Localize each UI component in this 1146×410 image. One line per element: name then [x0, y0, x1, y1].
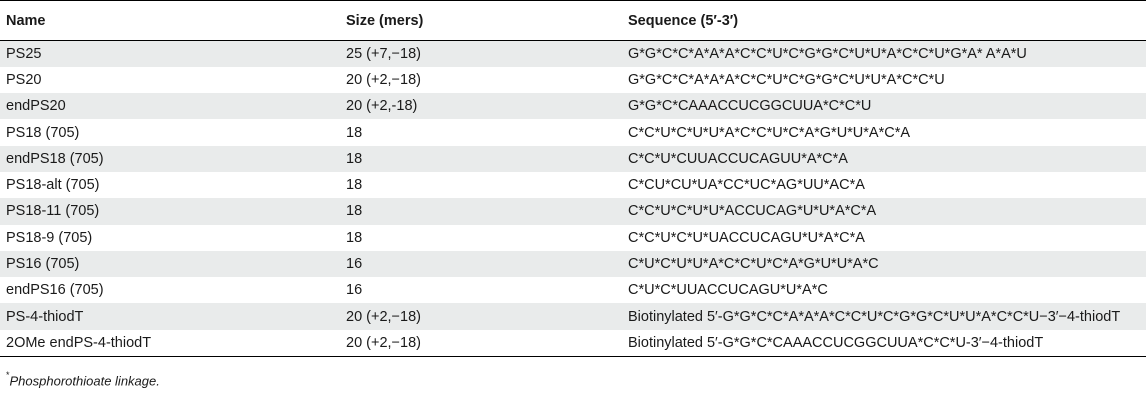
- cell-size: 18: [346, 224, 628, 251]
- cell-sequence: G*G*C*CAAACCUCGGCUUA*C*C*U: [628, 93, 1146, 120]
- table-header: Name Size (mers) Sequence (5′-3′): [0, 0, 1146, 41]
- cell-size: 20 (+2,−18): [346, 66, 628, 94]
- table-row: PS18 (705) 18 C*C*U*C*U*U*A*C*C*U*C*A*G*U*…: [0, 119, 1146, 146]
- cell-size: 18: [346, 119, 628, 146]
- cell-name: PS18-9 (705): [0, 224, 346, 251]
- cell-name: endPS20: [0, 93, 346, 120]
- header-sequence: Sequence (5′-3′): [628, 0, 1146, 41]
- cell-sequence: C*U*C*UUACCUCAGU*U*A*C: [628, 277, 1146, 304]
- table-row: endPS18 (705) 18 C*C*U*CUUACCUCAGUU*A*C*A: [0, 145, 1146, 172]
- cell-name: PS25: [0, 40, 346, 67]
- cell-size: 20 (+2,−18): [346, 303, 628, 330]
- cell-size: 16: [346, 277, 628, 304]
- footnote-marker: *: [6, 370, 10, 380]
- cell-size: 18: [346, 145, 628, 172]
- cell-sequence: C*U*C*U*U*A*C*C*U*C*A*G*U*U*A*C: [628, 250, 1146, 278]
- footnote-text: Phosphorothioate linkage.: [9, 373, 160, 389]
- cell-sequence: C*C*U*C*U*U*A*C*C*U*C*A*G*U*U*A*C*A: [628, 119, 1146, 146]
- table-row: PS18-9 (705) 18 C*C*U*C*U*UACCUCAGU*U*A*C*…: [0, 224, 1146, 251]
- cell-name: PS-4-thiodT: [0, 303, 346, 330]
- table-row: endPS16 (705) 16 C*U*C*UUACCUCAGU*U*A*C: [0, 277, 1146, 304]
- cell-name: endPS18 (705): [0, 145, 346, 172]
- cell-size: 18: [346, 171, 628, 199]
- cell-sequence: C*C*U*C*U*U*ACCUCAG*U*U*A*C*A: [628, 198, 1146, 225]
- cell-name: PS18-alt (705): [0, 171, 346, 199]
- cell-size: 20 (+2,−18): [346, 329, 628, 357]
- footnote: *Phosphorothioate linkage.: [6, 370, 160, 389]
- cell-name: PS20: [0, 66, 346, 94]
- table-row: endPS20 20 (+2,-18) G*G*C*CAAACCUCGGCUUA*C…: [0, 93, 1146, 120]
- cell-sequence: Biotinylated 5′-G*G*C*CAAACCUCGGCUUA*C*C…: [628, 329, 1146, 357]
- cell-name: PS16 (705): [0, 250, 346, 278]
- table-row: PS18-11 (705) 18 C*C*U*C*U*U*ACCUCAG*U*U*A…: [0, 198, 1146, 225]
- cell-sequence: G*G*C*C*A*A*A*C*C*U*C*G*G*C*U*U*A*C*C*U*…: [628, 40, 1146, 67]
- cell-name: 2OMe endPS-4-thiodT: [0, 329, 346, 357]
- table-row: PS18-alt (705) 18 C*CU*CU*UA*CC*UC*AG*UU*A…: [0, 171, 1146, 199]
- cell-sequence: C*C*U*C*U*UACCUCAGU*U*A*C*A: [628, 224, 1146, 251]
- table-row: PS25 25 (+7,−18) G*G*C*C*A*A*A*C*C*U*C*G*G…: [0, 40, 1146, 67]
- header-name: Name: [0, 0, 346, 41]
- cell-name: PS18-11 (705): [0, 198, 346, 225]
- table-row: 2OMe endPS-4-thiodT 20 (+2,−18) Biotinylat…: [0, 329, 1146, 357]
- header-size: Size (mers): [346, 0, 628, 41]
- table-body: PS25 25 (+7,−18) G*G*C*C*A*A*A*C*C*U*C*G*G…: [0, 40, 1146, 357]
- cell-name: PS18 (705): [0, 119, 346, 146]
- table-row: PS-4-thiodT 20 (+2,−18) Biotinylated 5′-G*…: [0, 303, 1146, 330]
- cell-size: 16: [346, 250, 628, 278]
- cell-name: endPS16 (705): [0, 277, 346, 304]
- cell-sequence: C*C*U*CUUACCUCAGUU*A*C*A: [628, 145, 1146, 172]
- cell-size: 25 (+7,−18): [346, 40, 628, 67]
- table-row: PS20 20 (+2,−18) G*G*C*C*A*A*A*C*C*U*C*G*G…: [0, 66, 1146, 94]
- cell-sequence: G*G*C*C*A*A*A*C*C*U*C*G*G*C*U*U*A*C*C*U: [628, 66, 1146, 94]
- table-row: PS16 (705) 16 C*U*C*U*U*A*C*C*U*C*A*G*U*U*…: [0, 250, 1146, 278]
- cell-size: 20 (+2,-18): [346, 93, 628, 120]
- cell-sequence: Biotinylated 5′-G*G*C*C*A*A*A*C*C*U*C*G*…: [628, 303, 1146, 330]
- cell-sequence: C*CU*CU*UA*CC*UC*AG*UU*AC*A: [628, 171, 1146, 199]
- oligonucleotide-table: Name Size (mers) Sequence (5′-3′) PS25 25…: [0, 0, 1146, 357]
- header-row: Name Size (mers) Sequence (5′-3′): [0, 0, 1146, 41]
- cell-size: 18: [346, 198, 628, 225]
